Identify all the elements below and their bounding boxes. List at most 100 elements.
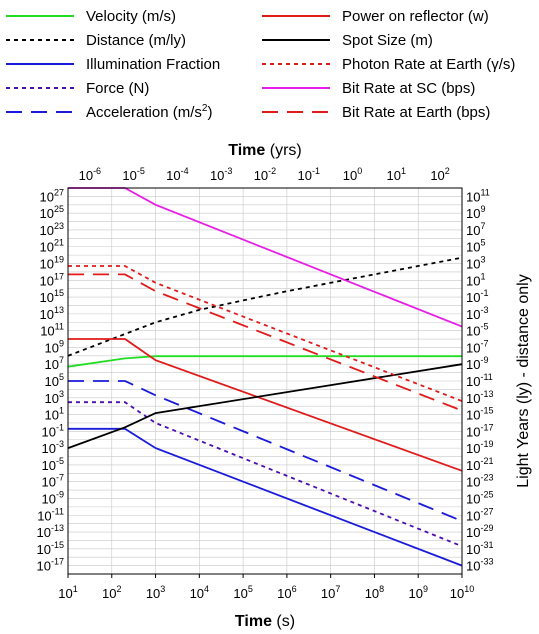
y-tick-label-left-exp: 25 bbox=[54, 204, 64, 214]
x-tick-label-top-exp: -5 bbox=[137, 166, 145, 176]
x-tick-label-top: 10-3 bbox=[210, 166, 232, 183]
series-line-3 bbox=[68, 401, 463, 548]
legend-label-1: Distance (m/ly) bbox=[86, 32, 186, 49]
y-tick-label-right-base: 10 bbox=[466, 240, 480, 255]
x-tick-label-bottom: 106 bbox=[277, 584, 296, 601]
series-line-0 bbox=[67, 355, 462, 368]
x-tick-label-top: 10-1 bbox=[297, 166, 319, 183]
legend-label-3: Force (N) bbox=[86, 80, 149, 97]
y-tick-label-left: 101 bbox=[45, 406, 64, 423]
legend-label-7: Photon Rate at Earth (γ/s) bbox=[342, 56, 515, 73]
x-tick-label-bottom-base: 10 bbox=[102, 586, 116, 601]
x-tick-label-bottom-exp: 8 bbox=[379, 584, 384, 594]
y-tick-label-right: 109 bbox=[466, 204, 485, 221]
y-tick-label-left-base: 10 bbox=[40, 257, 54, 272]
y-tick-label-right: 10-15 bbox=[466, 406, 493, 423]
y-tick-label-right-exp: -17 bbox=[480, 422, 493, 432]
y-tick-label-left: 109 bbox=[45, 338, 64, 355]
y-tick-label-right-base: 10 bbox=[466, 374, 480, 389]
y-tick-label-right-exp: 11 bbox=[480, 187, 489, 197]
y-tick-label-right: 101 bbox=[466, 271, 485, 288]
y-tick-label-right: 1011 bbox=[466, 187, 490, 204]
y-tick-label-left-exp: -9 bbox=[56, 489, 64, 499]
y-tick-label-left-exp: 19 bbox=[54, 255, 64, 265]
x-tick-label-top-base: 10 bbox=[79, 168, 93, 183]
y-tick-label-left-exp: 9 bbox=[59, 338, 64, 348]
y-tick-label-left-exp: -7 bbox=[56, 473, 64, 483]
y-tick-label-left: 10-15 bbox=[37, 540, 64, 557]
y-tick-label-right-base: 10 bbox=[466, 408, 480, 423]
y-tick-label-right-base: 10 bbox=[466, 307, 480, 322]
x-tick-label-top-exp: 1 bbox=[401, 166, 406, 176]
y-tick-label-right-exp: 3 bbox=[480, 255, 485, 265]
y-tick-label-right: 10-25 bbox=[466, 489, 493, 506]
y-tick-label-left: 10-17 bbox=[37, 557, 64, 574]
y-tick-label-left-base: 10 bbox=[40, 324, 54, 339]
y-tick-label-left: 10-7 bbox=[42, 473, 64, 490]
y-tick-label-left: 10-9 bbox=[42, 489, 64, 506]
y-tick-label-right-exp: 1 bbox=[480, 271, 485, 281]
y-tick-label-right: 10-13 bbox=[466, 389, 493, 406]
y-tick-label-left-exp: -3 bbox=[56, 439, 64, 449]
x-tick-label-bottom-exp: 7 bbox=[335, 584, 340, 594]
x-tick-label-bottom: 101 bbox=[58, 584, 77, 601]
y-tick-label-left-base: 10 bbox=[37, 542, 51, 557]
y-axis-title-right: Light Years (ly) - distance only bbox=[515, 274, 532, 487]
x-axis-title-bottom-main: Time bbox=[235, 613, 272, 630]
series-line-8 bbox=[68, 187, 463, 328]
x-tick-label-top-exp: -1 bbox=[312, 166, 320, 176]
y-tick-label-right-exp: -25 bbox=[480, 489, 493, 499]
y-tick-label-left-base: 10 bbox=[45, 408, 59, 423]
x-tick-label-top-base: 10 bbox=[166, 168, 180, 183]
x-tick-label-top: 100 bbox=[343, 166, 362, 183]
legend: Velocity (m/s) Distance (m/ly) Illuminatio… bbox=[6, 8, 515, 121]
y-tick-label-right: 103 bbox=[466, 255, 485, 272]
x-tick-label-top-base: 10 bbox=[297, 168, 311, 183]
y-tick-label-right: 10-21 bbox=[466, 456, 493, 473]
x-tick-label-top: 101 bbox=[387, 166, 406, 183]
y-tick-label-left: 105 bbox=[45, 372, 64, 389]
y-tick-label-left-exp: 7 bbox=[59, 355, 64, 365]
y-tick-label-right-exp: -11 bbox=[480, 372, 492, 382]
y-tick-label-left-base: 10 bbox=[42, 441, 56, 456]
y-tick-label-right-exp: 7 bbox=[480, 221, 485, 231]
y-tick-label-left-exp: 11 bbox=[55, 322, 64, 332]
series-line-9 bbox=[68, 273, 463, 412]
x-tick-label-top: 10-4 bbox=[166, 166, 188, 183]
plot-frame bbox=[67, 187, 463, 575]
legend-label-6: Spot Size (m) bbox=[342, 32, 433, 49]
y-tick-label-left-base: 10 bbox=[42, 491, 56, 506]
y-tick-label-left: 10-3 bbox=[42, 439, 64, 456]
y-tick-label-right: 10-27 bbox=[466, 506, 493, 523]
y-tick-label-left: 1025 bbox=[40, 204, 64, 221]
y-tick-label-right: 10-1 bbox=[466, 288, 488, 305]
y-tick-label-right-base: 10 bbox=[466, 508, 480, 523]
x-tick-label-top-exp: -3 bbox=[224, 166, 232, 176]
x-tick-label-bottom-base: 10 bbox=[408, 586, 422, 601]
x-tick-label-bottom-exp: 3 bbox=[160, 584, 165, 594]
x-axis-title-bottom-unit: (s) bbox=[276, 613, 295, 630]
x-tick-label-bottom: 105 bbox=[233, 584, 252, 601]
y-tick-label-left-base: 10 bbox=[37, 559, 51, 574]
y-tick-label-left: 1011 bbox=[40, 322, 64, 339]
y-tick-label-right-exp: -29 bbox=[480, 523, 493, 533]
x-tick-label-bottom-base: 10 bbox=[146, 586, 160, 601]
x-tick-label-bottom: 109 bbox=[408, 584, 427, 601]
y-tick-label-right: 10-19 bbox=[466, 439, 493, 456]
x-tick-label-top-base: 10 bbox=[254, 168, 268, 183]
y-tick-label-left-base: 10 bbox=[40, 189, 54, 204]
y-tick-label-left-exp: 3 bbox=[59, 389, 64, 399]
y-tick-label-right-base: 10 bbox=[466, 525, 480, 540]
legend-label-8: Bit Rate at SC (bps) bbox=[342, 80, 475, 97]
y-tick-label-right-base: 10 bbox=[466, 491, 480, 506]
y-tick-label-right: 10-33 bbox=[466, 557, 493, 574]
y-tick-label-left-exp: 21 bbox=[54, 238, 64, 248]
y-tick-label-right: 107 bbox=[466, 221, 485, 238]
y-tick-label-left-base: 10 bbox=[45, 374, 59, 389]
y-tick-label-left: 1027 bbox=[40, 187, 64, 204]
y-tick-label-right-exp: -15 bbox=[480, 406, 493, 416]
legend-label-2: Illumination Fraction bbox=[86, 56, 220, 73]
y-tick-label-left-base: 10 bbox=[37, 525, 51, 540]
y-tick-label-right-base: 10 bbox=[466, 542, 480, 557]
y-tick-label-right-exp: -19 bbox=[480, 439, 493, 449]
